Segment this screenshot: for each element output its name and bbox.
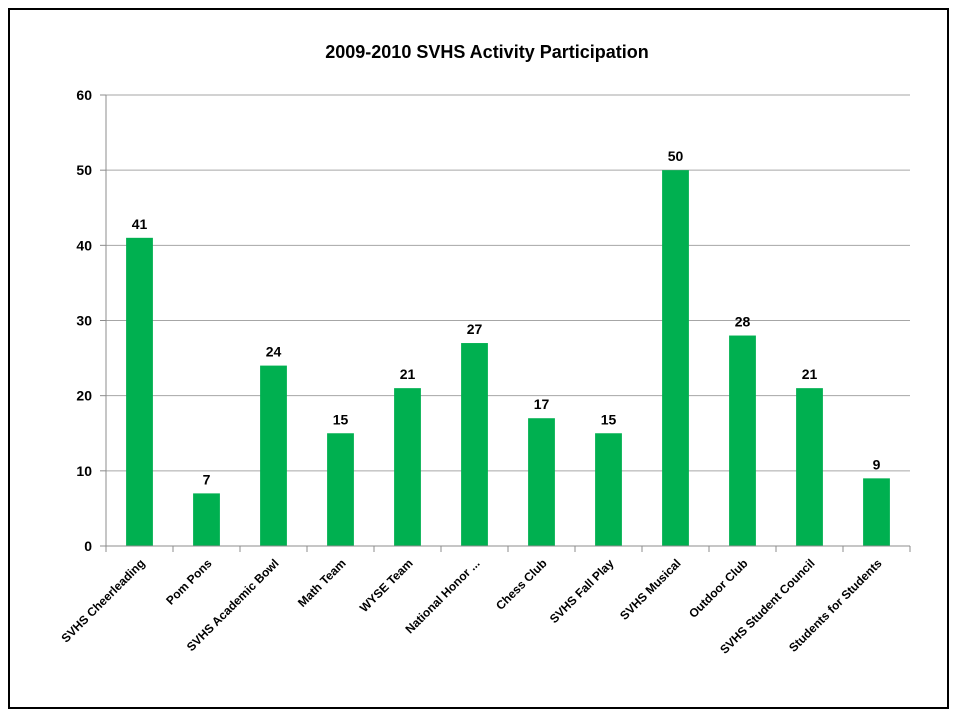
bar <box>193 493 220 546</box>
bar <box>126 237 153 547</box>
data-label: 21 <box>400 366 416 382</box>
x-category-label: Outdoor Club <box>686 556 751 621</box>
data-label: 28 <box>735 314 751 330</box>
data-label: 7 <box>203 471 211 487</box>
y-axis-ticks: 0 10 20 30 40 50 60 <box>76 87 106 554</box>
data-label: 9 <box>873 456 881 472</box>
bars <box>126 170 890 547</box>
bar <box>662 170 689 546</box>
data-label: 17 <box>534 396 550 412</box>
y-tick-label: 10 <box>76 463 92 479</box>
data-label: 50 <box>668 148 684 164</box>
data-label: 15 <box>333 411 349 427</box>
bar <box>729 335 756 546</box>
x-category-label: SVHS Fall Play <box>547 556 617 626</box>
data-label: 41 <box>132 216 148 232</box>
x-category-label: National Honor ... <box>402 556 482 636</box>
bar <box>394 388 421 546</box>
bar <box>595 433 622 546</box>
x-category-label: SVHS Musical <box>617 556 683 622</box>
bar <box>796 388 823 546</box>
y-tick-label: 60 <box>76 87 92 103</box>
x-category-label: Pom Pons <box>163 556 215 608</box>
data-label: 24 <box>266 344 282 360</box>
x-category-label: Math Team <box>295 556 349 610</box>
bar <box>327 433 354 546</box>
y-tick-label: 40 <box>76 237 92 253</box>
y-tick-label: 50 <box>76 162 92 178</box>
y-tick-label: 30 <box>76 313 92 329</box>
data-label: 21 <box>802 366 818 382</box>
data-labels: 41 7 24 15 21 27 17 15 50 28 21 9 <box>132 148 881 487</box>
axes <box>105 95 911 552</box>
y-tick-label: 20 <box>76 388 92 404</box>
x-category-label: WYSE Team <box>357 556 416 615</box>
bar <box>863 478 890 546</box>
data-label: 27 <box>467 321 483 337</box>
bar <box>461 343 488 546</box>
data-label: 15 <box>601 411 617 427</box>
x-category-label: SVHS Cheerleading <box>59 556 148 645</box>
bar <box>528 418 555 546</box>
gridlines <box>106 94 910 472</box>
chart-title: 2009-2010 SVHS Activity Participation <box>325 42 648 62</box>
bar <box>260 365 287 546</box>
x-category-label: Chess Club <box>493 556 550 613</box>
y-tick-label: 0 <box>84 538 92 554</box>
